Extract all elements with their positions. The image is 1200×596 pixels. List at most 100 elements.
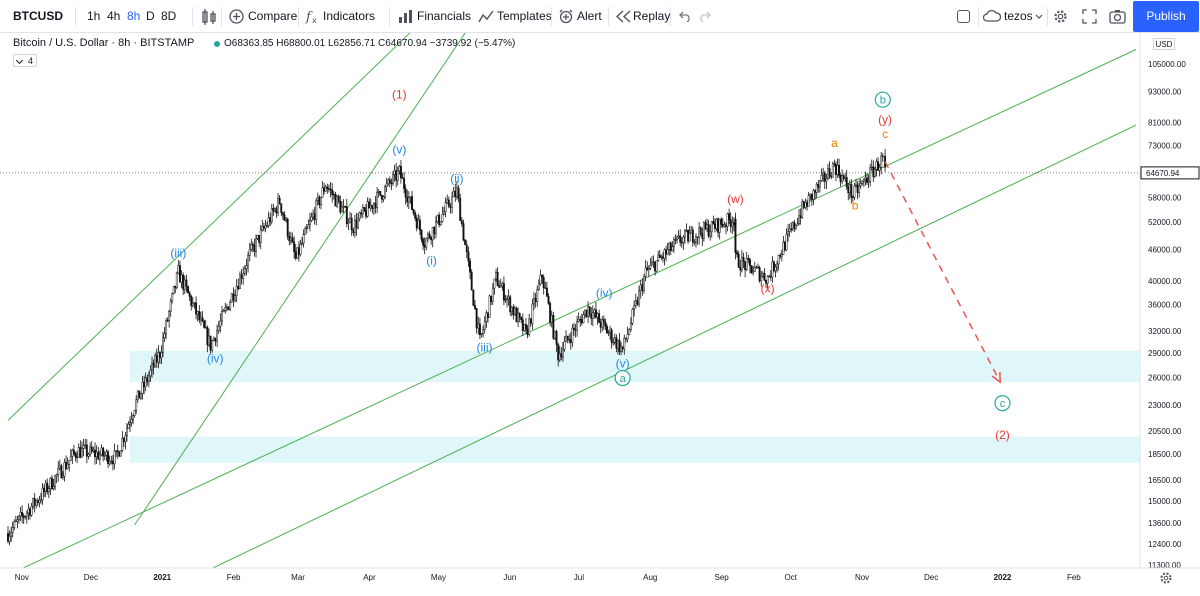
candle-body: [823, 172, 826, 182]
camera-icon[interactable]: [1109, 9, 1126, 24]
interval-1h[interactable]: 1h: [87, 9, 101, 23]
candle-body: [94, 449, 96, 458]
candle-body: [337, 195, 340, 202]
templates-icon[interactable]: [478, 9, 494, 24]
publish-button[interactable]: Publish: [1133, 1, 1199, 32]
candle-body: [139, 393, 142, 399]
candle-body: [634, 300, 637, 306]
interval-8d[interactable]: 8D: [161, 9, 177, 23]
candle-body: [183, 279, 186, 290]
candle-body: [477, 323, 480, 329]
symbol-search[interactable]: BTCUSD: [13, 9, 63, 23]
candle-body: [713, 223, 716, 229]
toolbar-divider: [75, 7, 76, 26]
layout-name[interactable]: tezos: [1004, 9, 1033, 23]
redo-icon[interactable]: [698, 10, 711, 22]
candle-body: [549, 303, 552, 323]
candle-body: [63, 462, 66, 477]
price-tick-label: 105000.00: [1148, 60, 1186, 69]
candle-body: [828, 168, 831, 177]
candle-body: [593, 309, 596, 313]
replay-icon[interactable]: [616, 10, 632, 23]
candles-icon[interactable]: [201, 9, 217, 25]
candle-body: [747, 258, 750, 260]
candle-body: [396, 170, 399, 181]
candle-body: [518, 312, 521, 318]
undo-icon[interactable]: [679, 10, 692, 22]
compare-icon[interactable]: [229, 9, 244, 24]
candle-body: [550, 315, 553, 323]
candle-body: [699, 227, 702, 234]
candle-body: [60, 465, 63, 479]
indicator-toggle[interactable]: 4: [13, 54, 37, 67]
candle-body: [363, 207, 366, 211]
candle-body: [706, 224, 708, 229]
candle-body: [41, 487, 44, 501]
candle-body: [610, 329, 613, 343]
interval-4h[interactable]: 4h: [107, 9, 121, 23]
candle-body: [793, 222, 796, 229]
candle-body: [807, 195, 810, 207]
candle-body: [360, 212, 363, 215]
candle-body: [14, 520, 17, 523]
fullscreen-select-icon[interactable]: [957, 10, 970, 23]
wave-label: (i): [426, 254, 437, 268]
wave-label: (iii): [170, 246, 186, 260]
financials-icon[interactable]: [398, 9, 413, 24]
compare-button[interactable]: Compare: [248, 9, 298, 23]
alert-button[interactable]: Alert: [577, 9, 602, 23]
interval-d[interactable]: D: [146, 9, 155, 23]
candle-body: [98, 454, 101, 460]
candle-body: [253, 245, 256, 252]
candle-body: [54, 475, 57, 487]
axis-settings-icon[interactable]: [1160, 572, 1172, 584]
candle-body: [864, 177, 867, 180]
candle-body: [187, 286, 189, 294]
candle-body: [18, 515, 20, 520]
candle-body: [862, 179, 865, 182]
financials-button[interactable]: Financials: [417, 9, 472, 23]
candle-body: [7, 533, 9, 542]
candle-body: [301, 242, 304, 245]
candle-body: [510, 306, 513, 313]
replay-button[interactable]: Replay: [633, 9, 671, 23]
candle-body: [310, 216, 313, 221]
fullscreen-icon[interactable]: [1082, 9, 1097, 24]
candle-body: [452, 190, 455, 198]
wave-label: (ii): [450, 171, 463, 185]
candle-body: [155, 355, 158, 363]
candle-body: [877, 161, 880, 171]
candle-body: [433, 226, 436, 234]
candle-body: [100, 447, 103, 456]
candle-body: [590, 313, 593, 319]
candle-body: [222, 310, 225, 312]
candle-body: [179, 265, 181, 283]
candle-body: [152, 363, 155, 368]
candle-body: [561, 348, 564, 358]
cloud-icon[interactable]: [983, 9, 1001, 24]
candle-body: [262, 226, 265, 229]
templates-button[interactable]: Templates: [497, 9, 552, 23]
candle-body: [680, 241, 683, 244]
currency-select[interactable]: USD: [1153, 38, 1175, 50]
candle-body: [84, 444, 87, 446]
indicators-button[interactable]: Indicators: [323, 9, 376, 23]
candle-body: [836, 164, 839, 176]
gear-icon[interactable]: [1053, 9, 1068, 24]
candle-body: [806, 202, 808, 207]
interval-8h[interactable]: 8h: [127, 9, 141, 23]
candle-body: [172, 285, 175, 294]
candle-body: [50, 477, 53, 489]
alarm-clock-icon[interactable]: [558, 8, 574, 24]
indicators-icon[interactable]: f x: [305, 9, 320, 24]
candle-body: [425, 238, 428, 248]
candle-body: [368, 201, 371, 209]
candle-body: [677, 235, 680, 238]
candle-body: [509, 296, 512, 313]
candle-body: [372, 202, 375, 209]
price-chart[interactable]: (1) (v) (iii) (iv) (ii) (i) (iii) (iv) (v) a (w) (x…: [0, 33, 1200, 596]
candle-body: [392, 174, 394, 184]
candle-body: [208, 335, 210, 346]
chevron-down-icon[interactable]: [1035, 14, 1043, 20]
candle-body: [766, 276, 769, 284]
